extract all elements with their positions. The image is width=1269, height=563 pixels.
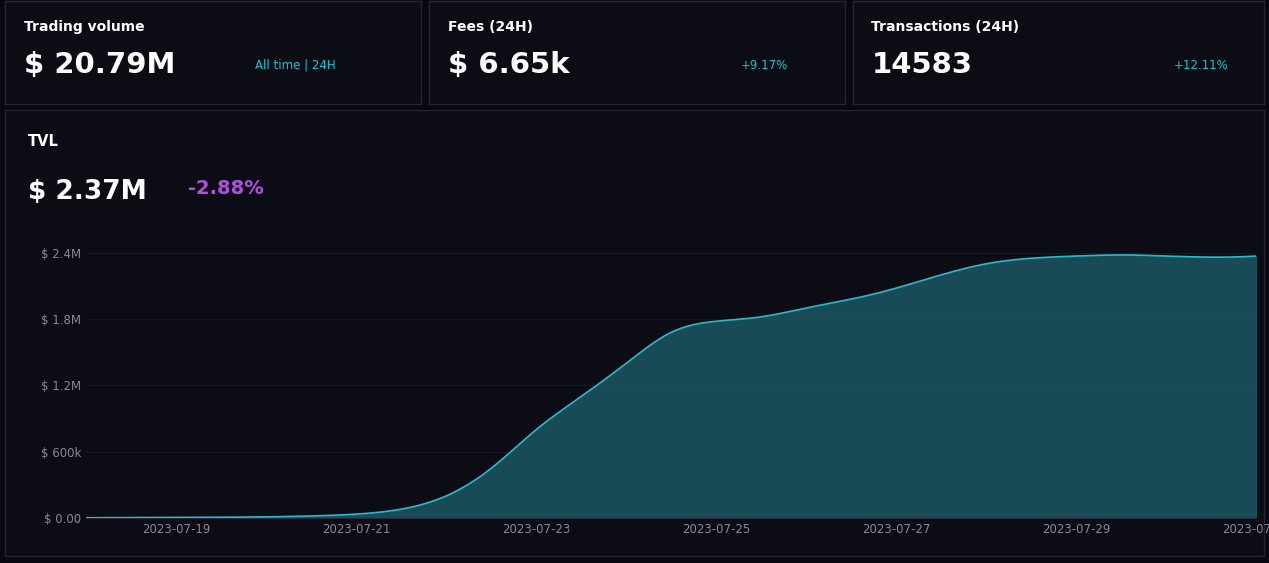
Text: All time | 24H: All time | 24H [255, 59, 335, 72]
Text: Trading volume: Trading volume [24, 20, 145, 34]
Text: -2.88%: -2.88% [188, 179, 264, 198]
Text: +12.11%: +12.11% [1174, 59, 1228, 72]
Text: $ 20.79M: $ 20.79M [24, 51, 175, 79]
Text: $ 2.37M: $ 2.37M [28, 179, 146, 205]
Text: 14583: 14583 [872, 51, 972, 79]
Text: $ 6.65k: $ 6.65k [448, 51, 570, 79]
Text: TVL: TVL [28, 135, 58, 149]
Text: +9.17%: +9.17% [741, 59, 788, 72]
Text: Fees (24H): Fees (24H) [448, 20, 533, 34]
Text: Transactions (24H): Transactions (24H) [872, 20, 1019, 34]
